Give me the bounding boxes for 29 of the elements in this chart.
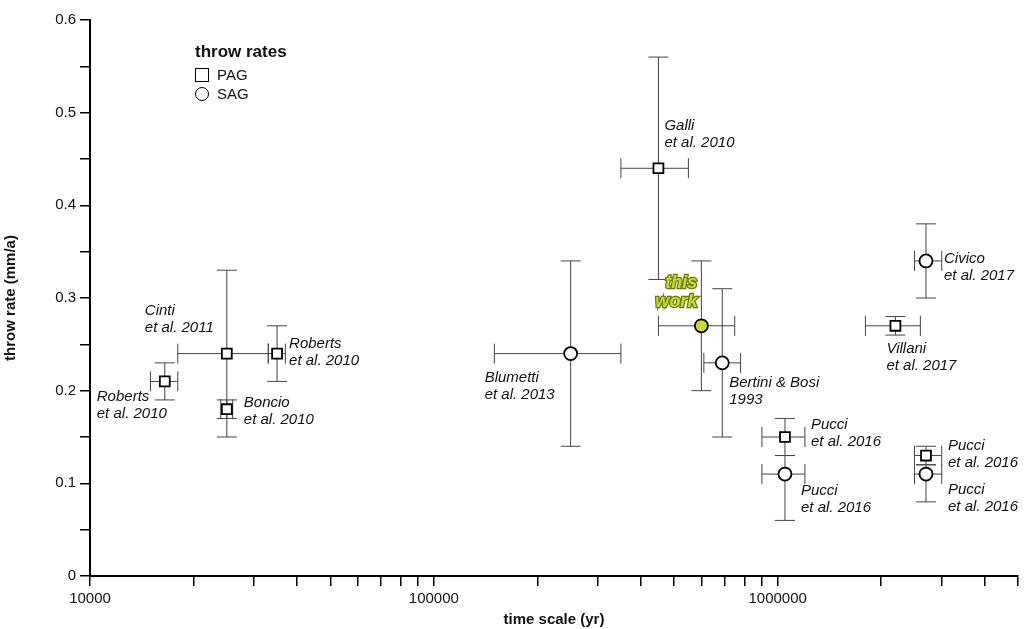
legend-label: SAG — [217, 85, 249, 102]
annotation: Pucci et al. 2016 — [947, 479, 1019, 514]
y-tick-label: 0.1 — [55, 473, 76, 491]
y-tick-label: 0.2 — [55, 380, 76, 398]
x-tick-label: 1000000 — [748, 589, 807, 607]
annotation: Pucci et al. 2016 — [800, 480, 872, 515]
y-tick-label: 0.4 — [55, 195, 76, 213]
annotation: Blumetti et al. 2013 — [484, 368, 556, 403]
annotation: Roberts et al. 2010 — [96, 387, 168, 422]
annotation: Villani et al. 2017 — [886, 339, 958, 374]
y-tick-label: 0.5 — [55, 102, 76, 120]
x-axis-title: time scale (yr) — [503, 610, 605, 628]
annotation: Boncio et al. 2010 — [243, 392, 315, 427]
annotation: Pucci et al. 2016 — [810, 414, 882, 449]
legend-title: throw rates — [195, 42, 287, 62]
annotation: Pucci et al. 2016 — [947, 436, 1019, 471]
y-axis-title: throw rate (mm/a) — [1, 235, 19, 361]
annotation: this work — [655, 271, 699, 311]
y-tick-label: 0 — [67, 566, 76, 584]
x-tick-label: 10000 — [69, 589, 111, 607]
x-tick-label: 100000 — [408, 589, 459, 607]
y-tick-label: 0.6 — [55, 10, 76, 28]
annotation: Bertini & Bosi 1993 — [729, 372, 820, 407]
annotation: Roberts et al. 2010 — [289, 334, 360, 369]
annotation: Galli et al. 2010 — [664, 115, 736, 150]
annotation: Cinti et al. 2011 — [144, 301, 214, 336]
annotation: Civico et al. 2017 — [943, 248, 1015, 283]
legend-label: PAG — [217, 66, 248, 83]
y-tick-label: 0.3 — [55, 288, 76, 306]
